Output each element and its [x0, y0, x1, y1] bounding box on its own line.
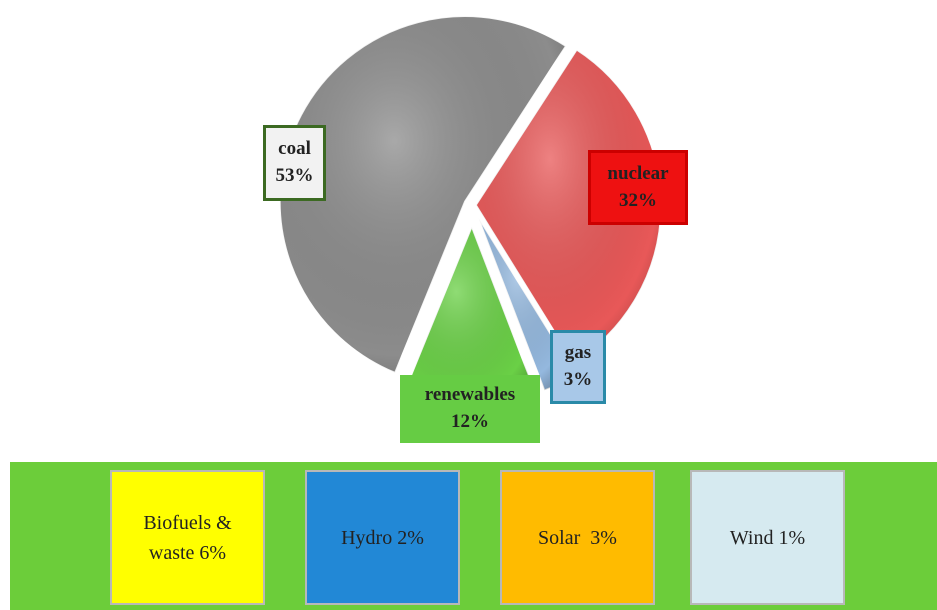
source-value: 1%	[778, 526, 806, 549]
source-value: 2%	[397, 526, 424, 549]
source-box: Hydro 2%	[305, 470, 460, 605]
renewables-panel: Biofuels & waste 6% Hydro 2% Solar 3% Wind …	[10, 462, 937, 610]
slice-name: gas	[564, 342, 592, 364]
source-name: Biofuels &	[143, 511, 232, 534]
source-value: 3%	[590, 526, 617, 549]
slice-value: 3%	[563, 369, 593, 390]
source-box: Solar 3%	[500, 470, 655, 605]
slice-name: coal	[278, 138, 311, 160]
source-text: Wind 1%	[730, 523, 805, 553]
source-text: Biofuels & waste 6%	[134, 508, 241, 568]
source-box: Biofuels & waste 6%	[110, 470, 265, 605]
source-name: Wind	[729, 526, 774, 549]
slice-label: renewables 12%	[400, 375, 540, 443]
source-text: Solar 3%	[538, 523, 617, 553]
slice-label: gas 3%	[550, 330, 606, 404]
slice-label: nuclear 32%	[588, 150, 688, 225]
slice-value: 53%	[275, 165, 314, 186]
source-text: Hydro 2%	[341, 523, 424, 553]
source-value: waste 6%	[148, 541, 227, 564]
source-name: Solar	[538, 526, 586, 549]
slice-label: coal 53%	[263, 125, 326, 201]
source-box: Wind 1%	[690, 470, 845, 605]
source-name: Hydro	[341, 526, 393, 549]
slice-name: renewables	[424, 384, 516, 406]
slice-name: nuclear	[607, 162, 669, 184]
slice-value: 12%	[451, 411, 489, 432]
slice-value: 32%	[619, 189, 657, 211]
